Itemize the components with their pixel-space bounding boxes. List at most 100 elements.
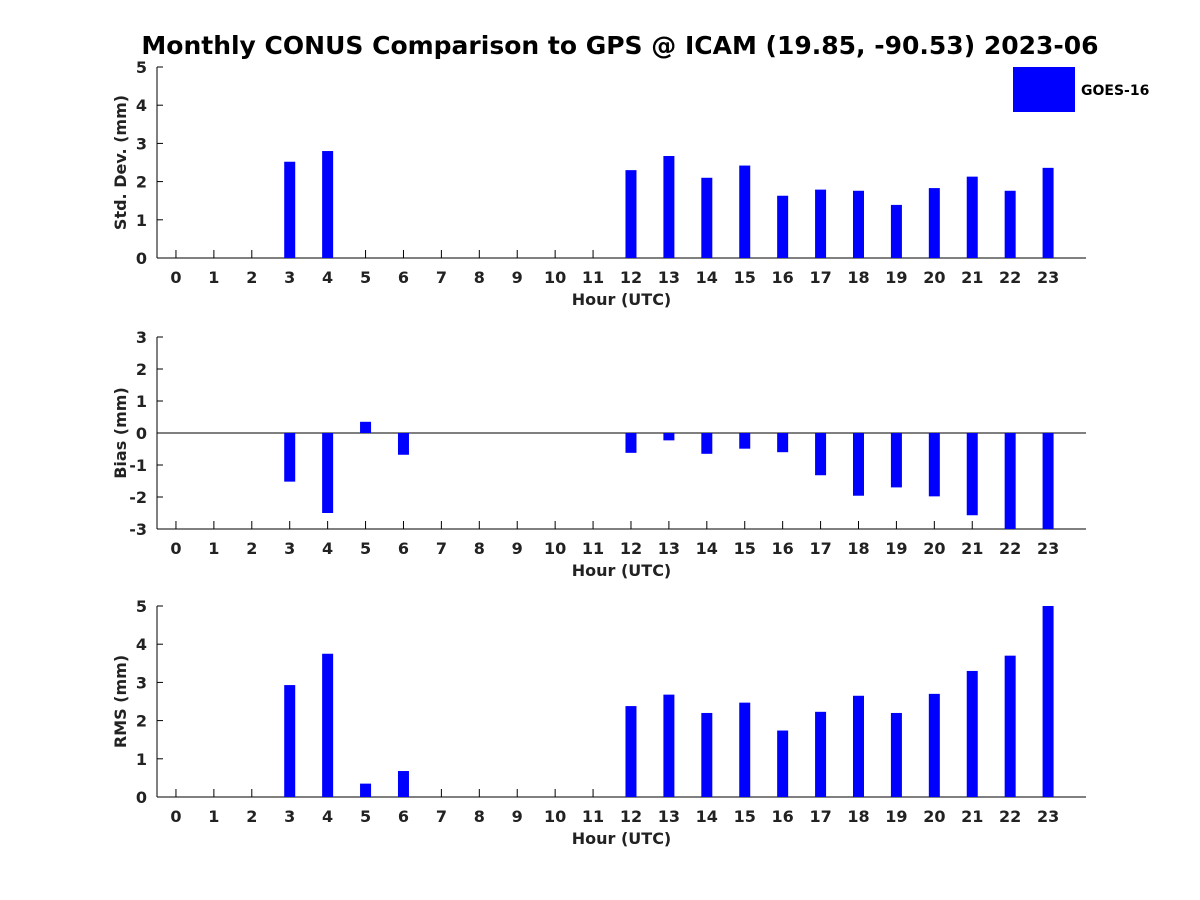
x-tick-label: 7 [436,807,447,826]
bar-hour-3 [284,685,296,797]
x-tick-label: 9 [512,268,523,287]
x-tick-label: 23 [1037,807,1059,826]
bar-hour-13 [663,433,675,441]
bar-hour-16 [777,195,789,258]
y-tick-label: -2 [129,488,147,507]
x-tick-label: 20 [923,268,945,287]
x-tick-label: 18 [847,268,869,287]
bar-hour-20 [928,433,940,497]
y-tick-label: 1 [136,211,147,230]
x-tick-label: 20 [923,539,945,558]
x-tick-label: 11 [582,539,604,558]
bar-hour-21 [966,176,978,258]
x-tick-label: 21 [961,268,983,287]
y-tick-label: 2 [136,712,147,731]
legend: GOES-16 [1013,67,1149,112]
x-tick-label: 22 [999,539,1021,558]
bar-hour-18 [852,190,864,258]
x-tick-label: 15 [734,539,756,558]
x-tick-label: 9 [512,539,523,558]
x-tick-label: 13 [658,807,680,826]
bar-hour-3 [284,433,296,482]
x-tick-label: 22 [999,268,1021,287]
x-tick-label: 5 [360,807,371,826]
bar-hour-17 [815,711,827,797]
x-tick-label: 10 [544,539,566,558]
bar-hour-22 [1004,433,1016,529]
x-tick-label: 6 [398,539,409,558]
bar-hour-13 [663,156,675,258]
legend-swatch [1013,67,1075,112]
x-tick-label: 4 [322,268,333,287]
x-axis-label: Hour (UTC) [572,829,672,848]
x-tick-label: 0 [170,539,181,558]
x-tick-label: 16 [772,539,794,558]
bar-hour-14 [701,712,713,797]
x-tick-label: 18 [847,539,869,558]
bar-hour-19 [890,204,902,258]
y-tick-label: 3 [136,328,147,347]
x-tick-label: 5 [360,268,371,287]
x-tick-label: 10 [544,807,566,826]
x-tick-label: 22 [999,807,1021,826]
bar-hour-16 [777,730,789,797]
y-tick-label: 0 [136,788,147,807]
bar-hour-6 [397,771,409,797]
x-tick-label: 14 [696,268,718,287]
x-tick-label: 10 [544,268,566,287]
y-axis-label: Std. Dev. (mm) [111,95,130,230]
y-tick-label: 0 [136,424,147,443]
x-tick-label: 0 [170,807,181,826]
bar-hour-22 [1004,655,1016,797]
x-tick-label: 13 [658,268,680,287]
y-tick-label: 4 [136,96,147,115]
bar-hour-18 [852,433,864,496]
bar-hour-12 [625,170,637,258]
x-tick-label: 17 [809,807,831,826]
x-tick-label: 7 [436,268,447,287]
y-tick-label: 1 [136,750,147,769]
x-tick-label: 15 [734,807,756,826]
x-tick-label: 3 [284,807,295,826]
x-tick-label: 23 [1037,268,1059,287]
bar-hour-23 [1042,433,1054,529]
bar-hour-4 [322,151,334,258]
bar-hour-19 [890,433,902,488]
x-tick-label: 11 [582,268,604,287]
y-tick-label: 4 [136,635,147,654]
y-axis-label: Bias (mm) [111,387,130,479]
x-tick-label: 17 [809,268,831,287]
bar-hour-3 [284,161,296,258]
x-tick-label: 13 [658,539,680,558]
x-tick-label: 14 [696,539,718,558]
bar-hour-21 [966,670,978,797]
bar-hour-6 [397,433,409,455]
y-tick-label: 5 [136,597,147,616]
x-tick-label: 19 [885,807,907,826]
x-tick-label: 16 [772,268,794,287]
x-tick-label: 18 [847,807,869,826]
x-tick-label: 12 [620,539,642,558]
bar-hour-5 [360,421,372,433]
y-tick-label: 0 [136,249,147,268]
x-tick-label: 11 [582,807,604,826]
y-tick-label: -1 [129,456,147,475]
x-tick-label: 17 [809,539,831,558]
bar-hour-12 [625,433,637,453]
chart-title: Monthly CONUS Comparison to GPS @ ICAM (… [141,31,1098,60]
x-tick-label: 12 [620,268,642,287]
x-tick-label: 20 [923,807,945,826]
bar-hour-14 [701,177,713,258]
bar-hour-4 [322,653,334,797]
x-tick-label: 1 [208,807,219,826]
bar-hour-15 [739,702,751,797]
x-tick-label: 6 [398,268,409,287]
x-tick-label: 19 [885,539,907,558]
y-tick-label: 3 [136,134,147,153]
bar-hour-5 [360,783,372,797]
bar-hour-4 [322,433,334,513]
